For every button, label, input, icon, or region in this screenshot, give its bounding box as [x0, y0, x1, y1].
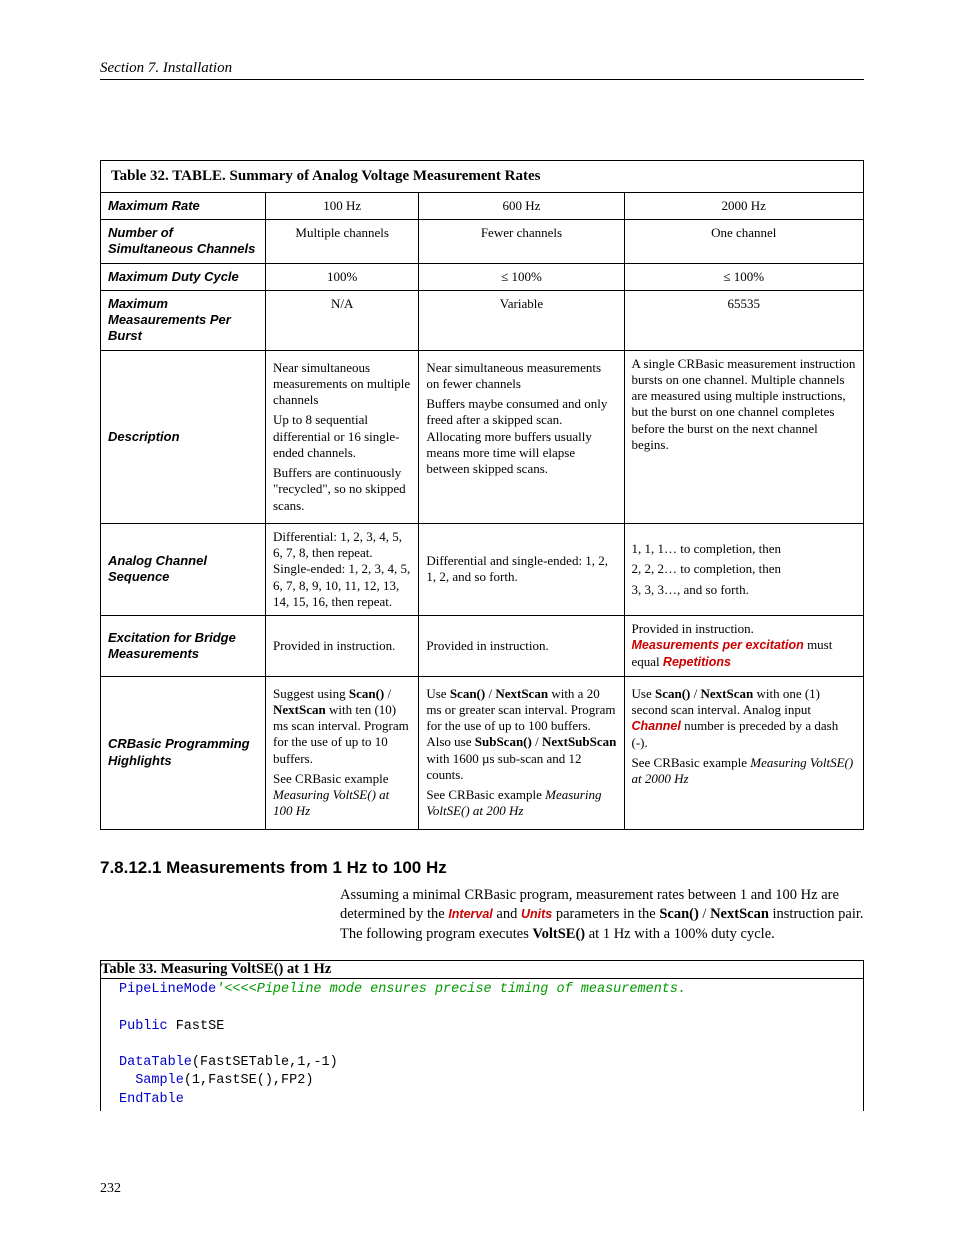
page-number: 232: [100, 1181, 864, 1197]
text: Buffers are continuously "recycled", so …: [273, 465, 411, 514]
text: Up to 8 sequential differential or 16 si…: [273, 412, 411, 461]
text: 3, 3, 3…, and so forth.: [632, 582, 856, 598]
text-emph: Repetitions: [663, 655, 731, 669]
cell: Variable: [419, 290, 624, 350]
cell: Differential: 1, 2, 3, 4, 5, 6, 7, 8, th…: [266, 523, 419, 615]
cell: 2000 Hz: [624, 192, 863, 219]
text: 1, 1, 1… to completion, then: [632, 541, 856, 557]
row-seq-label: Analog Channel Sequence: [101, 523, 266, 615]
text-emph: Measurements per excitation: [632, 638, 804, 652]
text: See CRBasic example Measuring VoltSE() a…: [632, 755, 856, 788]
cell: Provided in instruction.: [266, 616, 419, 677]
row-channels-label: Number of Simultaneous Channels: [101, 220, 266, 264]
cell: Multiple channels: [266, 220, 419, 264]
cell: 100%: [266, 263, 419, 290]
table-32: Table 32. TABLE. Summary of Analog Volta…: [100, 160, 864, 830]
row-desc-label: Description: [101, 350, 266, 523]
cell: A single CRBasic measurement instruction…: [624, 350, 863, 523]
section-header: Section 7. Installation: [100, 60, 864, 80]
table-32-title: Table 32. TABLE. Summary of Analog Volta…: [101, 161, 864, 193]
cell: Near simultaneous measurements on fewer …: [419, 350, 624, 523]
table-33: Table 33. Measuring VoltSE() at 1 Hz Pip…: [100, 960, 864, 1111]
cell: Use Scan() / NextScan with one (1) secon…: [624, 676, 863, 829]
cell: One channel: [624, 220, 863, 264]
table-33-title: Table 33. Measuring VoltSE() at 1 Hz: [101, 961, 864, 979]
text: Near simultaneous measurements on fewer …: [426, 360, 616, 393]
subsection-title: 7.8.12.1 Measurements from 1 Hz to 100 H…: [100, 858, 864, 878]
text: Suggest using Scan() / NextScan with ten…: [273, 686, 411, 767]
row-prog-label: CRBasic Programming Highlights: [101, 676, 266, 829]
text: Provided in instruction.: [632, 621, 754, 636]
cell: Differential and single-ended: 1, 2, 1, …: [419, 523, 624, 615]
cell: Provided in instruction.: [419, 616, 624, 677]
cell: Near simultaneous measurements on multip…: [266, 350, 419, 523]
cell: ≤ 100%: [624, 263, 863, 290]
row-duty-label: Maximum Duty Cycle: [101, 263, 266, 290]
cell: Fewer channels: [419, 220, 624, 264]
cell: 600 Hz: [419, 192, 624, 219]
row-max-rate-label: Maximum Rate: [101, 192, 266, 219]
cell: ≤ 100%: [419, 263, 624, 290]
cell: Use Scan() / NextScan with a 20 ms or gr…: [419, 676, 624, 829]
code-block: PipeLineMode'<<<<Pipeline mode ensures p…: [101, 979, 863, 1111]
text: See CRBasic example Measuring VoltSE() a…: [426, 787, 616, 820]
cell: 65535: [624, 290, 863, 350]
row-burst-label: Maximum Measaurements Per Burst: [101, 290, 266, 350]
cell: N/A: [266, 290, 419, 350]
text: Near simultaneous measurements on multip…: [273, 360, 411, 409]
body-paragraph: Assuming a minimal CRBasic program, meas…: [340, 886, 864, 945]
cell: 100 Hz: [266, 192, 419, 219]
cell: Provided in instruction. Measurements pe…: [624, 616, 863, 677]
text: See CRBasic example Measuring VoltSE() a…: [273, 771, 411, 820]
text: 2, 2, 2… to completion, then: [632, 561, 856, 577]
cell: 1, 1, 1… to completion, then 2, 2, 2… to…: [624, 523, 863, 615]
text: Buffers maybe consumed and only freed af…: [426, 396, 616, 477]
text: Use Scan() / NextScan with one (1) secon…: [632, 686, 856, 751]
row-excite-label: Excitation for Bridge Measurements: [101, 616, 266, 677]
cell: Suggest using Scan() / NextScan with ten…: [266, 676, 419, 829]
text: Use Scan() / NextScan with a 20 ms or gr…: [426, 686, 616, 784]
